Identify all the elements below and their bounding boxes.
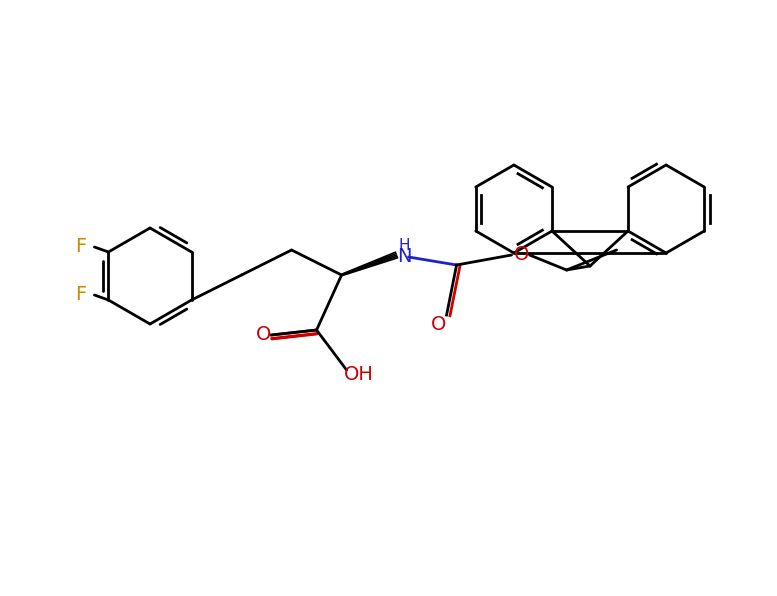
Text: OH: OH xyxy=(343,365,374,384)
Text: O: O xyxy=(514,246,529,265)
Text: N: N xyxy=(397,247,412,266)
Text: F: F xyxy=(75,237,86,256)
Text: F: F xyxy=(75,285,86,305)
Text: O: O xyxy=(431,315,446,334)
Text: O: O xyxy=(256,325,271,344)
Text: H: H xyxy=(399,237,410,253)
